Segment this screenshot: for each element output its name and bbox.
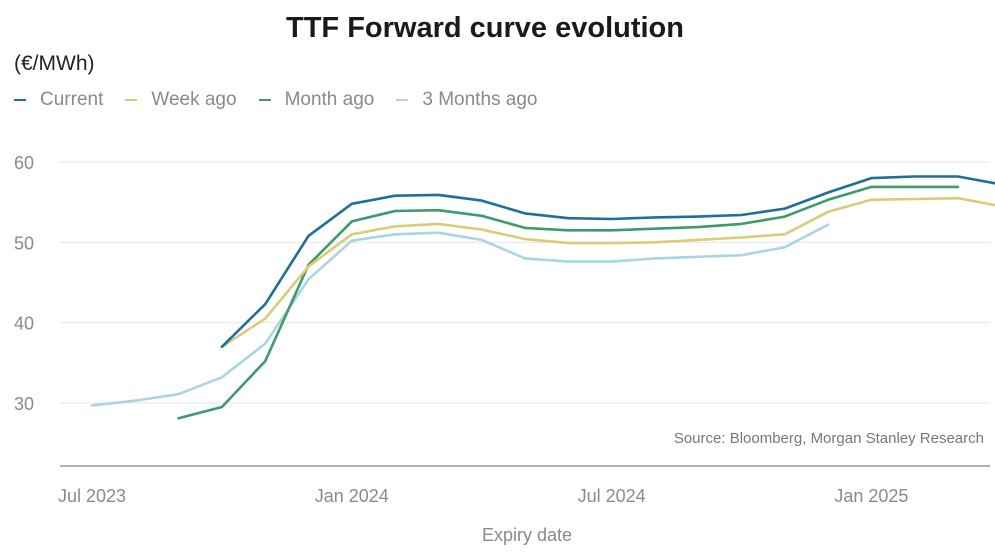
y-tick-label-40: 40 [14, 314, 34, 334]
chart-legend: Current Week ago Month ago 3 Months ago [14, 89, 538, 111]
x-tick-label-2024-01: Jan 2024 [315, 486, 389, 506]
legend-label: Week ago [151, 89, 237, 110]
source-note: Source: Bloomberg, Morgan Stanley Resear… [674, 430, 984, 447]
y-tick-label-50: 50 [14, 233, 34, 253]
legend-swatch [258, 99, 271, 101]
y-axis-unit-label: (€/MWh) [14, 52, 95, 75]
series-line-current [220, 175, 995, 349]
y-tick-label-60: 60 [14, 153, 34, 173]
legend-label: 3 Months ago [422, 89, 538, 110]
legend-label: Month ago [284, 89, 375, 110]
legend-item-3-months-ago: 3 Months ago [396, 89, 538, 111]
x-tick-label-2024-07: Jul 2024 [578, 486, 646, 506]
series-line-month-ago [177, 185, 960, 420]
x-axis-title: Expiry date [482, 525, 572, 545]
chart-title: TTF Forward curve evolution [286, 12, 684, 44]
series-line-week-ago [220, 196, 995, 349]
legend-label: Current [40, 89, 104, 110]
y-tick-label-30: 30 [14, 394, 34, 414]
legend-item-month-ago: Month ago [258, 89, 375, 111]
legend-item-current: Current [14, 89, 103, 111]
x-tick-label-2025-01: Jan 2025 [834, 486, 908, 506]
legend-swatch [14, 99, 26, 101]
series-line-3-months-ago [90, 223, 830, 407]
legend-swatch [125, 99, 138, 101]
x-tick-label-2023-07: Jul 2023 [58, 486, 126, 506]
legend-swatch [396, 99, 409, 101]
legend-item-week-ago: Week ago [125, 89, 237, 111]
